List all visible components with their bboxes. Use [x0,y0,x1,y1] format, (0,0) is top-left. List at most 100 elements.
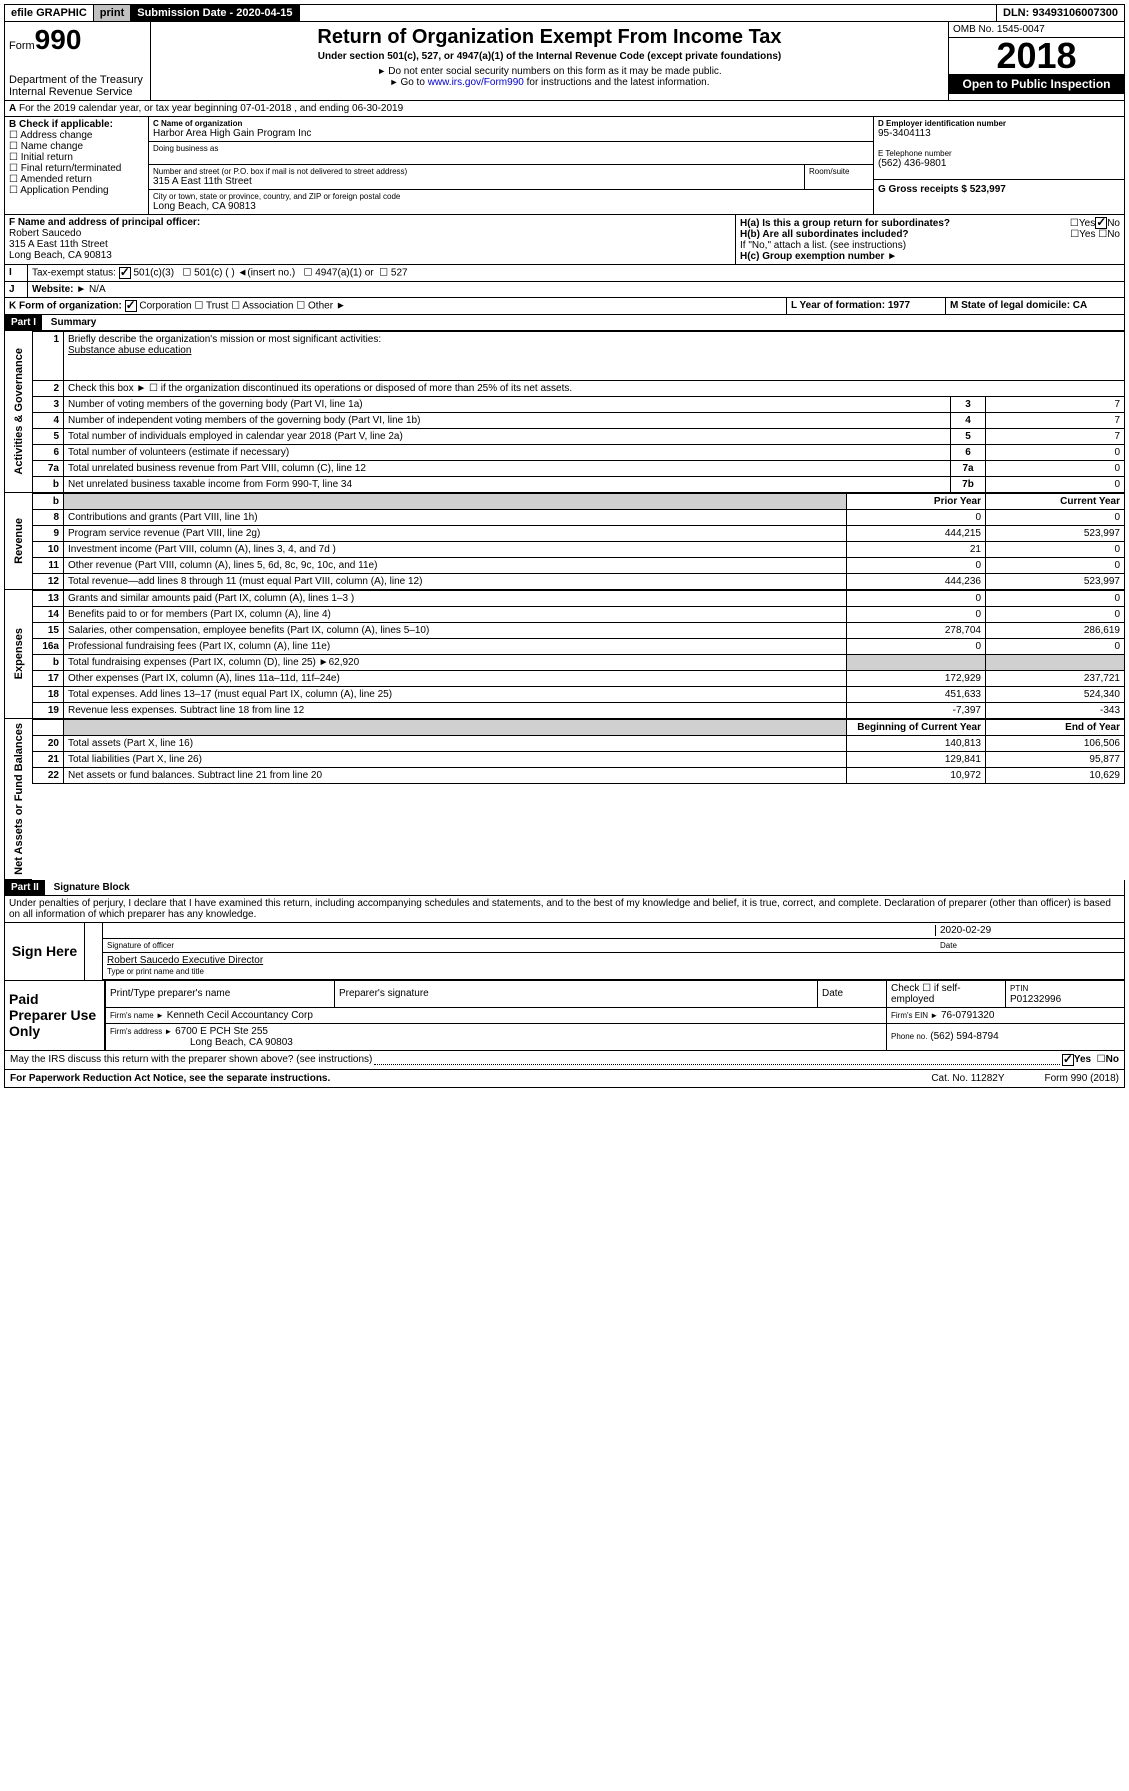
opt-address[interactable]: ☐ Address change [9,130,144,141]
perjury-declaration: Under penalties of perjury, I declare th… [4,896,1125,923]
box-h: H(a) Is this a group return for subordin… [736,215,1124,264]
print-button[interactable]: print [94,5,131,21]
row-4: 4Number of independent voting members of… [33,413,1125,429]
side-expenses: Expenses [12,624,26,683]
form-990: 990 [35,24,82,55]
summary-revenue: Revenue bPrior YearCurrent Year 8Contrib… [4,493,1125,590]
row-22: 22Net assets or fund balances. Subtract … [33,768,1125,784]
year-formation: L Year of formation: 1977 [787,298,946,314]
part-i-header: Part I Summary [4,315,1125,331]
officer-signature: Robert Saucedo Executive Director [107,955,263,966]
dln-label: DLN: 93493106007300 [997,5,1124,21]
row-7a: 7aTotal unrelated business revenue from … [33,461,1125,477]
row-16b: bTotal fundraising expenses (Part IX, co… [33,655,1125,671]
website: N/A [89,284,106,295]
row-14: 14Benefits paid to or for members (Part … [33,607,1125,623]
row-17: 17Other expenses (Part IX, column (A), l… [33,671,1125,687]
street-address: 315 A East 11th Street [153,176,800,187]
opt-final[interactable]: ☐ Final return/terminated [9,163,144,174]
section-i: I Tax-exempt status: 501(c)(3) ☐ 501(c) … [4,265,1125,282]
expenses-table: 13Grants and similar amounts paid (Part … [32,590,1125,719]
section-j: J Website: ► N/A [4,282,1125,298]
city-state-zip: Long Beach, CA 90813 [153,201,869,212]
line-a: A For the 2019 calendar year, or tax yea… [4,101,1125,117]
box-c: C Name of organization Harbor Area High … [149,117,874,214]
year-cell: OMB No. 1545-0047 2018 Open to Public In… [949,22,1124,100]
box-b: B Check if applicable: ☐ Address change … [5,117,149,214]
checkbox-501c3[interactable] [119,267,131,279]
ssn-note: Do not enter social security numbers on … [155,66,944,77]
paid-preparer-block: Paid Preparer Use Only Print/Type prepar… [4,981,1125,1051]
form-word: Form [9,40,35,52]
revenue-table: bPrior YearCurrent Year 8Contributions a… [32,493,1125,590]
ptin: P01232996 [1010,994,1061,1005]
row-15: 15Salaries, other compensation, employee… [33,623,1125,639]
box-f: F Name and address of principal officer:… [5,215,736,264]
opt-pending[interactable]: ☐ Application Pending [9,185,144,196]
cat-no: Cat. No. 11282Y [931,1073,1004,1084]
tax-year: 2018 [949,38,1124,74]
firm-ein: 76-0791320 [941,1010,994,1021]
form-number-cell: Form990 Department of the Treasury Inter… [5,22,150,100]
org-name: Harbor Area High Gain Program Inc [153,128,869,139]
sign-here-block: Sign Here 2020-02-29 Signature of office… [4,923,1125,981]
top-toolbar: efile GRAPHIC print Submission Date - 20… [4,4,1125,22]
opt-amended[interactable]: ☐ Amended return [9,174,144,185]
toolbar-spacer [300,5,997,21]
row-3: 3Number of voting members of the governi… [33,397,1125,413]
form-title-cell: Return of Organization Exempt From Incom… [150,22,949,100]
checkbox-yes-discuss[interactable] [1062,1054,1074,1066]
firm-name: Kenneth Cecil Accountancy Corp [167,1010,313,1021]
form-subtitle: Under section 501(c), 527, or 4947(a)(1)… [155,51,944,62]
governance-table: 1Briefly describe the organization's mis… [32,331,1125,493]
firm-address-1: 6700 E PCH Ste 255 [175,1026,268,1037]
row-8: 8Contributions and grants (Part VIII, li… [33,510,1125,526]
summary-expenses: Expenses 13Grants and similar amounts pa… [4,590,1125,719]
efile-label: efile GRAPHIC [5,5,94,21]
section-bcdefg: B Check if applicable: ☐ Address change … [4,117,1125,215]
side-netassets: Net Assets or Fund Balances [12,719,26,879]
row-6: 6Total number of volunteers (estimate if… [33,445,1125,461]
form-footer: For Paperwork Reduction Act Notice, see … [4,1070,1125,1088]
checkbox-no-icon[interactable] [1095,217,1107,229]
firm-phone: (562) 594-8794 [930,1031,998,1042]
side-governance: Activities & Governance [12,344,26,479]
discuss-row: May the IRS discuss this return with the… [4,1051,1125,1070]
row-16a: 16aProfessional fundraising fees (Part I… [33,639,1125,655]
section-klm: K Form of organization: Corporation ☐ Tr… [4,298,1125,315]
netassets-table: Beginning of Current YearEnd of Year 20T… [32,719,1125,784]
opt-initial[interactable]: ☐ Initial return [9,152,144,163]
row-11: 11Other revenue (Part VIII, column (A), … [33,558,1125,574]
ein: 95-3404113 [878,128,1120,139]
row-12: 12Total revenue—add lines 8 through 11 (… [33,574,1125,590]
row-20: 20Total assets (Part X, line 16)140,8131… [33,736,1125,752]
row-21: 21Total liabilities (Part X, line 26)129… [33,752,1125,768]
paid-preparer-label: Paid Preparer Use Only [5,981,105,1050]
section-fh: F Name and address of principal officer:… [4,215,1125,265]
row-10: 10Investment income (Part VIII, column (… [33,542,1125,558]
submission-date: Submission Date - 2020-04-15 [131,5,299,21]
row-13: 13Grants and similar amounts paid (Part … [33,591,1125,607]
form990-link[interactable]: www.irs.gov/Form990 [428,77,524,88]
row-19: 19Revenue less expenses. Subtract line 1… [33,703,1125,719]
form-header: Form990 Department of the Treasury Inter… [4,22,1125,101]
officer-name: Robert Saucedo [9,228,81,239]
preparer-table: Print/Type preparer's name Preparer's si… [105,981,1124,1050]
open-public: Open to Public Inspection [949,74,1124,94]
dept-label: Department of the Treasury Internal Reve… [9,74,146,98]
row-5: 5Total number of individuals employed in… [33,429,1125,445]
telephone: (562) 436-9801 [878,158,1120,169]
sign-here-label: Sign Here [5,923,85,980]
row-18: 18Total expenses. Add lines 13–17 (must … [33,687,1125,703]
row-9: 9Program service revenue (Part VIII, lin… [33,526,1125,542]
firm-address-2: Long Beach, CA 90803 [190,1037,293,1048]
summary-governance: Activities & Governance 1Briefly describ… [4,331,1125,493]
checkbox-corp[interactable] [125,300,137,312]
sign-date: 2020-02-29 [935,925,1120,936]
form-title: Return of Organization Exempt From Incom… [155,26,944,49]
row-7b: bNet unrelated business taxable income f… [33,477,1125,493]
opt-name[interactable]: ☐ Name change [9,141,144,152]
gross-receipts: G Gross receipts $ 523,997 [874,179,1124,199]
form-ref: Form 990 (2018) [1045,1073,1119,1084]
goto-note: Go to www.irs.gov/Form990 for instructio… [155,77,944,88]
